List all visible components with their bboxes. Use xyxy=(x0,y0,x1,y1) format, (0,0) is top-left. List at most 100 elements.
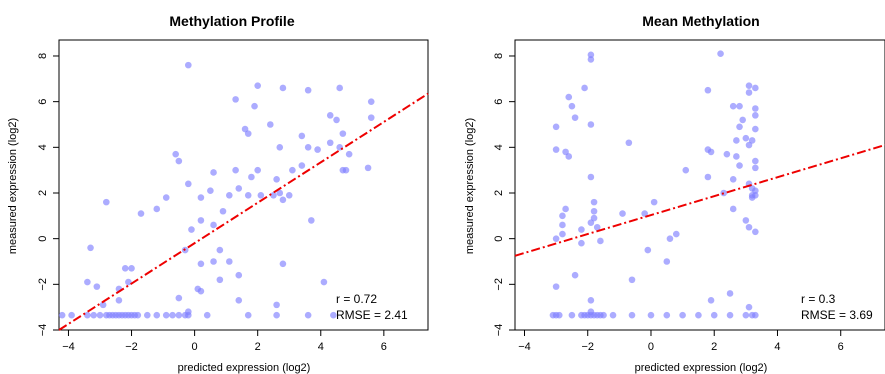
data-point xyxy=(121,265,129,272)
data-point xyxy=(257,191,265,199)
data-point xyxy=(298,132,306,140)
data-point xyxy=(207,187,214,195)
data-point xyxy=(707,148,715,156)
y-tick-label: −2 xyxy=(493,278,505,291)
data-point xyxy=(552,123,560,131)
data-point xyxy=(609,311,617,319)
data-point xyxy=(647,311,655,319)
x-axis-label: predicted expression (log2) xyxy=(178,362,311,374)
data-point xyxy=(93,283,101,290)
y-tick-label: 2 xyxy=(493,190,505,196)
data-point xyxy=(330,311,337,319)
data-point xyxy=(587,219,595,226)
data-point xyxy=(273,175,280,183)
data-points xyxy=(549,50,759,319)
data-point xyxy=(216,246,224,254)
data-point xyxy=(600,311,607,319)
y-tick-label: −4 xyxy=(37,324,49,337)
data-point xyxy=(134,311,142,319)
data-point xyxy=(84,278,91,286)
data-point xyxy=(571,114,579,121)
data-point xyxy=(742,134,750,142)
data-point xyxy=(197,260,205,268)
data-point xyxy=(345,150,353,158)
data-point xyxy=(244,130,252,137)
data-point xyxy=(695,311,702,319)
data-point xyxy=(304,144,312,151)
data-point xyxy=(559,230,566,238)
data-point xyxy=(90,311,97,319)
panel-methylation-profile: Methylation Profile −4 −2 0 2 4 6 −4 −2 0 2 4 6 8 p… xyxy=(7,13,429,374)
x-tick-label: 4 xyxy=(318,341,324,353)
y-tick-label: −2 xyxy=(37,278,49,291)
y-tick-label: −4 xyxy=(493,324,505,337)
plot-frame xyxy=(58,39,429,331)
x-tick-label: 2 xyxy=(711,341,717,353)
chart-title: Methylation Profile xyxy=(169,13,294,29)
data-point xyxy=(710,311,718,319)
data-point xyxy=(552,235,560,242)
x-tick-label: −2 xyxy=(581,341,594,353)
data-point xyxy=(314,146,321,153)
data-point xyxy=(128,265,135,272)
data-point xyxy=(342,166,350,174)
x-tick-label: −4 xyxy=(518,341,531,353)
regression-line xyxy=(514,144,885,257)
data-point xyxy=(742,311,750,319)
correlation-annotation: r = 0.72 xyxy=(336,292,377,306)
data-point xyxy=(571,271,579,279)
panel-mean-methylation: Mean Methylation −4 −2 0 2 4 6 −4 −2 0 2 4 6 8 pred… xyxy=(464,13,885,374)
data-point xyxy=(96,311,104,319)
data-point xyxy=(336,84,343,92)
data-point xyxy=(235,297,243,304)
x-tick-label: −2 xyxy=(125,341,138,353)
data-point xyxy=(739,116,746,124)
x-axis-label: predicted expression (log2) xyxy=(635,362,768,374)
data-point xyxy=(748,137,756,144)
data-point xyxy=(733,137,740,144)
rmse-annotation: RMSE = 3.69 xyxy=(801,308,873,322)
data-point xyxy=(226,258,233,265)
data-point xyxy=(729,205,737,213)
data-point xyxy=(736,102,743,110)
y-tick-label: 8 xyxy=(493,53,505,59)
data-point xyxy=(568,311,576,319)
data-point xyxy=(729,102,737,110)
data-point xyxy=(587,297,595,304)
data-point xyxy=(172,150,179,158)
data-point xyxy=(552,283,560,290)
data-point xyxy=(628,311,636,319)
data-point xyxy=(137,210,145,217)
data-point xyxy=(197,217,205,224)
x-tick-label: 0 xyxy=(192,341,198,353)
y-axis-label: measured expression (log2) xyxy=(7,118,19,254)
data-point xyxy=(162,194,170,201)
data-point xyxy=(219,207,227,215)
data-point xyxy=(232,166,239,174)
data-point xyxy=(367,114,375,121)
data-point xyxy=(339,130,347,137)
data-point xyxy=(742,217,750,224)
data-point xyxy=(68,311,75,319)
data-point xyxy=(273,301,280,309)
data-point xyxy=(175,157,183,165)
data-point xyxy=(726,290,734,297)
data-point xyxy=(244,311,252,319)
data-point xyxy=(704,86,712,94)
data-point xyxy=(745,89,753,96)
data-point xyxy=(99,301,107,309)
data-point xyxy=(578,239,585,247)
data-point xyxy=(559,212,566,220)
data-point xyxy=(752,112,759,119)
data-point xyxy=(326,139,334,147)
data-point xyxy=(717,50,724,58)
data-point xyxy=(298,162,306,169)
data-point xyxy=(144,311,151,319)
x-tick-label: 2 xyxy=(255,341,261,353)
data-point xyxy=(279,84,287,92)
data-point xyxy=(210,221,217,229)
x-tick-label: 0 xyxy=(648,341,654,353)
data-point xyxy=(364,164,372,172)
data-point xyxy=(367,98,375,105)
